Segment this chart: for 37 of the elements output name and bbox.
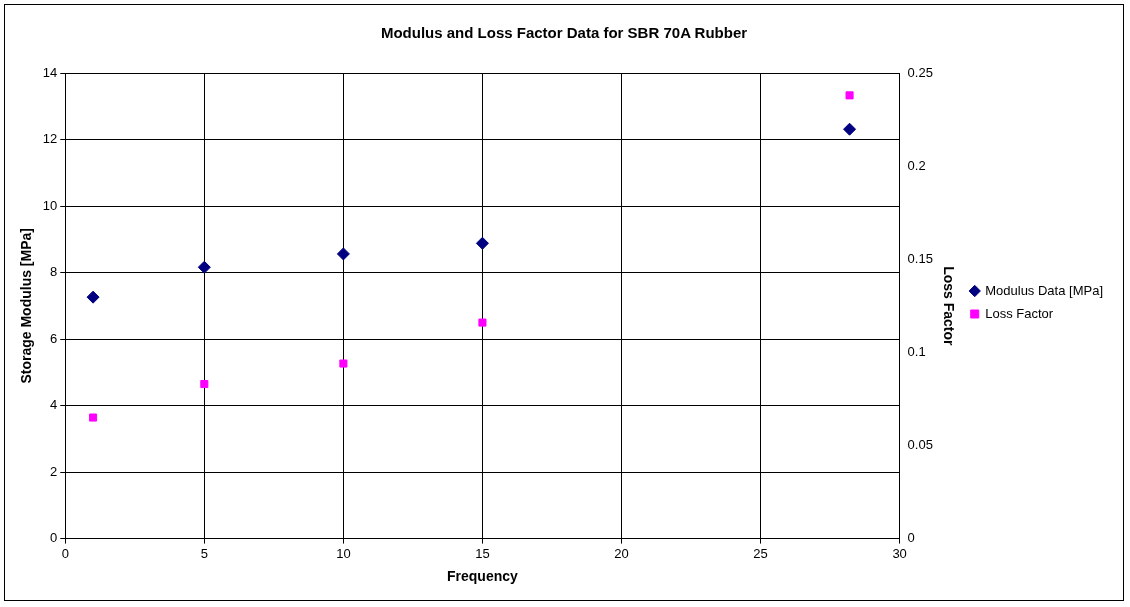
y-tick-label: 0 <box>50 530 58 546</box>
point <box>197 260 211 274</box>
point <box>843 122 857 136</box>
point <box>86 290 100 304</box>
y2-tick-label: 0 <box>907 530 915 546</box>
x-tick-label: 15 <box>475 545 490 561</box>
x-tick-label: 0 <box>61 545 69 561</box>
point <box>339 359 348 368</box>
y2-axis-title: Loss Factor <box>941 266 958 347</box>
y-tick-label: 10 <box>42 197 58 213</box>
x-tick-label: 30 <box>892 545 907 561</box>
y2-tick-label: 0.2 <box>907 157 926 173</box>
y-tick-label: 6 <box>50 330 58 346</box>
point <box>336 247 350 261</box>
y2-tick-label: 0.25 <box>907 64 933 80</box>
point <box>200 379 209 389</box>
y-tick-label: 2 <box>50 463 58 479</box>
y-tick-label: 4 <box>50 397 58 413</box>
y2-tick-label: 0.05 <box>907 437 933 453</box>
x-tick-label: 5 <box>200 545 208 561</box>
x-tick-label: 10 <box>336 545 351 561</box>
x-axis-title: Frequency <box>447 568 519 585</box>
legend-label: Loss Factor <box>985 305 1054 321</box>
y-tick-label: 8 <box>50 264 58 280</box>
x-tick-label: 20 <box>614 545 629 561</box>
point <box>89 413 98 422</box>
y-tick-label: 12 <box>42 131 58 147</box>
y-axis-title: Storage Modulus [MPa] <box>18 228 35 384</box>
point <box>478 318 487 327</box>
y-tick-label: 14 <box>42 64 58 80</box>
x-tick-label: 25 <box>753 545 768 561</box>
y2-tick-label: 0.1 <box>907 343 926 359</box>
chart-title: Modulus and Loss Factor Data for SBR 70A Rubber <box>380 24 748 42</box>
y2-tick-label: 0.15 <box>907 250 933 266</box>
legend-label: Modulus Data [MPa] <box>985 282 1104 298</box>
point <box>845 91 854 100</box>
point <box>475 236 489 250</box>
